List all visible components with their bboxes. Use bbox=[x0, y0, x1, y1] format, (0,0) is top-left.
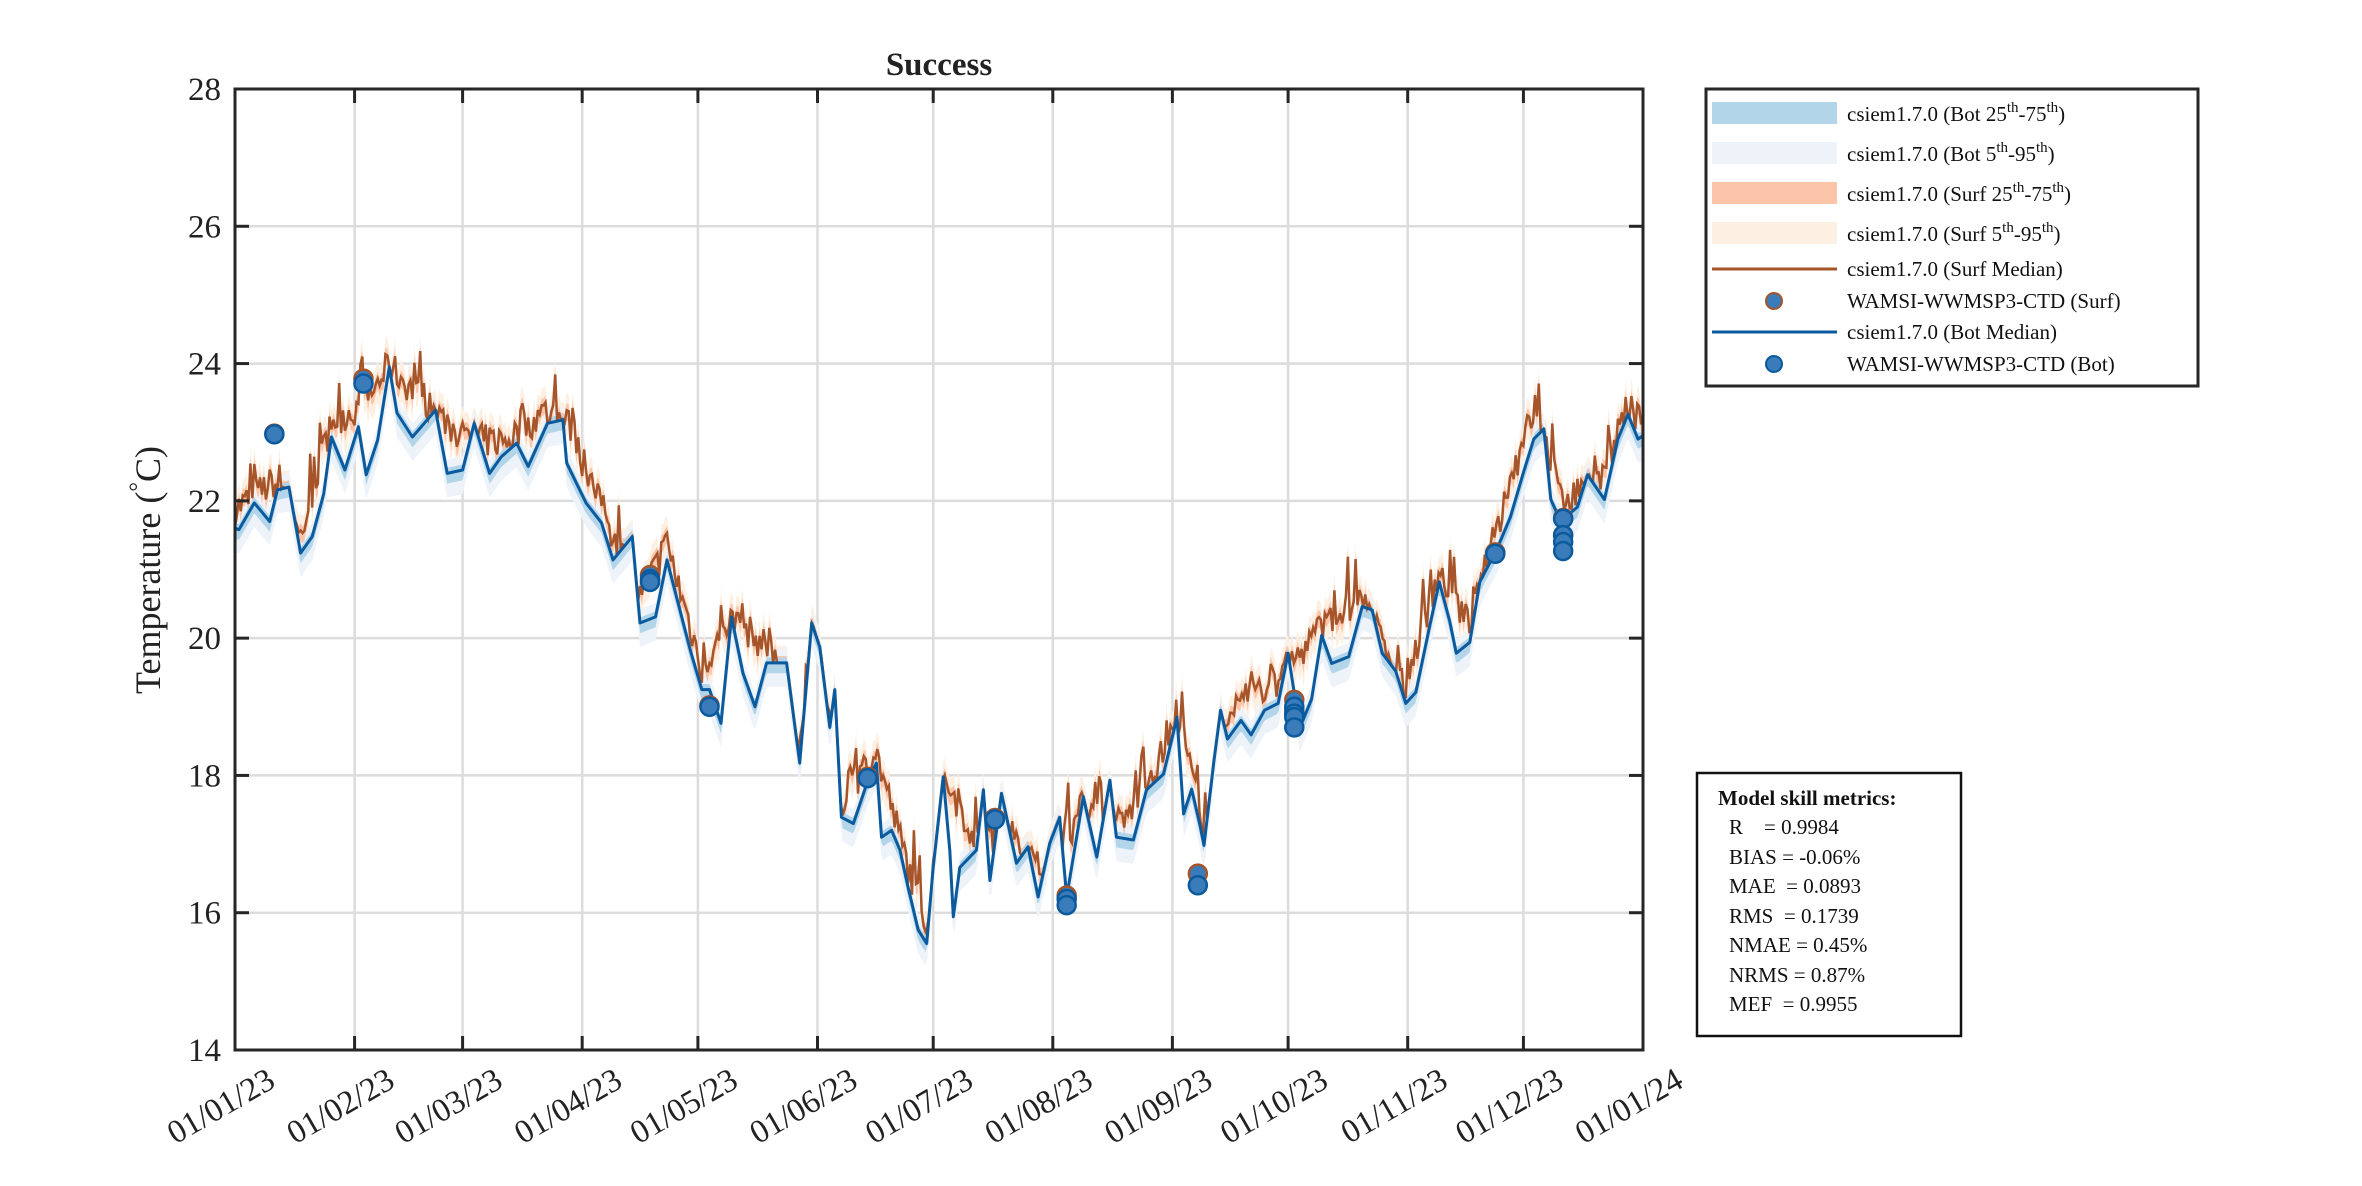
obs-bot-point bbox=[1284, 717, 1305, 738]
metrics-frame bbox=[1695, 771, 1963, 1038]
obs-bot-point bbox=[857, 767, 878, 789]
observation-markers bbox=[264, 368, 1574, 916]
y-tick-labels: 14 16 18 20 22 24 26 28 bbox=[188, 72, 221, 1069]
y-tick-label: 26 bbox=[188, 209, 221, 245]
skill-metrics-box: Model skill metrics: R = 0.9984 BIAS = -… bbox=[1695, 771, 1963, 1038]
median-lines bbox=[233, 351, 1645, 946]
legend-marker-obs-surf bbox=[1765, 292, 1783, 310]
bot-median-line bbox=[234, 365, 1644, 946]
axis-ticks bbox=[233, 87, 1645, 1052]
metric-mef: MEF = 0.9955 bbox=[1729, 992, 1858, 1016]
legend-label-bot-25-75: csiem1.7.0 (Bot 25th-75th) bbox=[1847, 100, 2065, 126]
y-tick-label: 14 bbox=[188, 1033, 221, 1069]
metric-nrms: NRMS = 0.87% bbox=[1729, 963, 1865, 987]
legend-marker-obs-bot bbox=[1765, 355, 1783, 373]
legend-swatch-surf-25-75 bbox=[1712, 182, 1837, 204]
y-axis-label: Temperature (°C) bbox=[126, 446, 168, 694]
grid-lines bbox=[235, 89, 1643, 1050]
y-tick-label: 20 bbox=[188, 621, 221, 657]
obs-bot-point bbox=[1056, 894, 1077, 916]
legend-label-surf-25-75: csiem1.7.0 (Surf 25th-75th) bbox=[1847, 180, 2071, 206]
y-tick-label: 24 bbox=[188, 347, 221, 383]
y-tick-label: 22 bbox=[188, 484, 221, 520]
legend-label-obs-surf: WAMSI-WWMSP3-CTD (Surf) bbox=[1847, 289, 2121, 313]
y-tick-label: 18 bbox=[188, 758, 221, 794]
chart-title: Success bbox=[886, 47, 992, 83]
obs-bot-point bbox=[639, 571, 661, 593]
obs-bot-point bbox=[699, 696, 720, 718]
legend: csiem1.7.0 (Bot 25th-75th) csiem1.7.0 (B… bbox=[1704, 87, 2200, 388]
plot-frame bbox=[233, 87, 1645, 1052]
metric-nmae: NMAE = 0.45% bbox=[1729, 933, 1867, 957]
metric-r: R = 0.9984 bbox=[1729, 815, 1839, 839]
metrics-title: Model skill metrics: bbox=[1718, 786, 1896, 810]
obs-bot-point bbox=[1485, 543, 1506, 564]
band-bot-25-75 bbox=[235, 361, 1643, 952]
obs-bot-point bbox=[264, 424, 285, 445]
legend-label-bot-5-95: csiem1.7.0 (Bot 5th-95th) bbox=[1847, 140, 2055, 166]
legend-swatch-bot-25-75 bbox=[1712, 102, 1837, 124]
y-tick-label: 28 bbox=[188, 72, 221, 108]
obs-bot-point bbox=[984, 809, 1006, 830]
legend-label-obs-bot: WAMSI-WWMSP3-CTD (Bot) bbox=[1847, 352, 2115, 376]
legend-swatch-surf-5-95 bbox=[1712, 222, 1837, 244]
legend-swatch-bot-5-95 bbox=[1712, 142, 1837, 164]
legend-label-surf-5-95: csiem1.7.0 (Surf 5th-95th) bbox=[1847, 220, 2061, 246]
metric-rms: RMS = 0.1739 bbox=[1729, 904, 1859, 928]
y-tick-label: 16 bbox=[188, 896, 221, 932]
metric-mae: MAE = 0.0893 bbox=[1729, 874, 1861, 898]
legend-label-surf-median: csiem1.7.0 (Surf Median) bbox=[1847, 257, 2063, 281]
obs-bot-point bbox=[1187, 875, 1209, 896]
metric-bias: BIAS = -0.06% bbox=[1729, 845, 1860, 869]
legend-label-bot-median: csiem1.7.0 (Bot Median) bbox=[1847, 320, 2057, 344]
band-surf-5-95 bbox=[235, 333, 1643, 956]
obs-bot-point bbox=[1552, 540, 1574, 562]
obs-bot-point bbox=[353, 373, 374, 394]
